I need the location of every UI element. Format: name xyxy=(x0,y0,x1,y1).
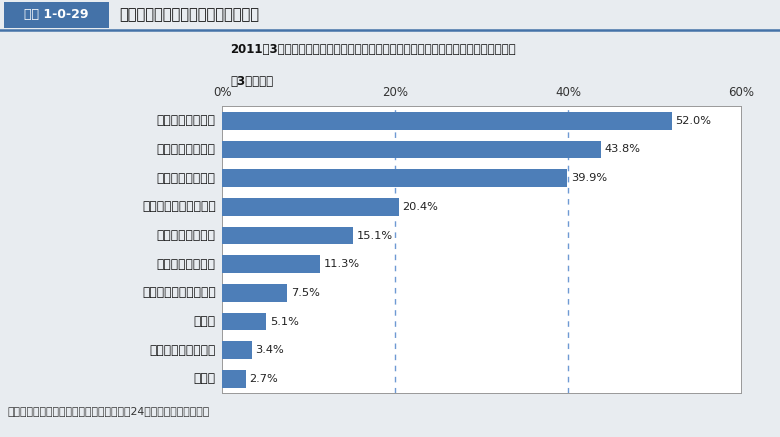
Text: 3.4%: 3.4% xyxy=(255,345,284,355)
Bar xyxy=(222,370,246,388)
Text: 15.1%: 15.1% xyxy=(356,231,392,240)
Text: 11.3%: 11.3% xyxy=(324,259,360,269)
Text: 5.1%: 5.1% xyxy=(270,316,299,326)
Bar xyxy=(222,141,601,158)
Text: 出典：国土交通省「国民意識調査」（平成24年１月末～２月実施）: 出典：国土交通省「国民意識調査」（平成24年１月末～２月実施） xyxy=(8,406,210,416)
FancyBboxPatch shape xyxy=(4,2,109,28)
Text: 疎開先確保の必要性: 疎開先確保の必要性 xyxy=(149,344,215,357)
Text: （3つまで）: （3つまで） xyxy=(230,75,273,88)
Text: 図表 1-0-29: 図表 1-0-29 xyxy=(24,8,89,21)
Bar xyxy=(222,341,252,359)
Text: その他: その他 xyxy=(193,372,215,385)
Text: 東日本大震災後の国民の意識の変化: 東日本大震災後の国民の意識の変化 xyxy=(119,7,259,22)
Text: 防災意識の高まり: 防災意識の高まり xyxy=(157,114,215,127)
Bar xyxy=(222,198,399,216)
Bar xyxy=(222,112,672,130)
Text: 39.9%: 39.9% xyxy=(571,173,607,183)
Text: 20.4%: 20.4% xyxy=(402,202,438,212)
Bar xyxy=(222,227,353,244)
Text: 家族の絆の大切さ: 家族の絆の大切さ xyxy=(157,172,215,185)
Text: 52.0%: 52.0% xyxy=(675,116,711,126)
Text: 政治への関心の高まり: 政治への関心の高まり xyxy=(142,200,215,213)
Text: 60%: 60% xyxy=(728,86,754,99)
Bar xyxy=(222,255,320,273)
Text: 20%: 20% xyxy=(382,86,408,99)
Text: 節電意識の高まり: 節電意識の高まり xyxy=(157,143,215,156)
Text: 43.8%: 43.8% xyxy=(604,145,640,155)
Text: 2011年3月に起こった東日本大震災後、あなたの考え方で変わったことは何ですか。: 2011年3月に起こった東日本大震災後、あなたの考え方で変わったことは何ですか。 xyxy=(230,43,516,56)
Text: 2.7%: 2.7% xyxy=(249,374,278,384)
Text: 友人等との絆の大切さ: 友人等との絆の大切さ xyxy=(142,286,215,299)
Text: 0%: 0% xyxy=(213,86,232,99)
Bar xyxy=(222,313,267,330)
Text: 40%: 40% xyxy=(555,86,581,99)
Bar xyxy=(222,169,567,187)
Text: 健康意識の高まり: 健康意識の高まり xyxy=(157,258,215,271)
Bar xyxy=(222,284,287,302)
Text: 7.5%: 7.5% xyxy=(291,288,320,298)
Text: 地域の絆の大切さ: 地域の絆の大切さ xyxy=(157,229,215,242)
Text: 仕事観: 仕事観 xyxy=(193,315,215,328)
